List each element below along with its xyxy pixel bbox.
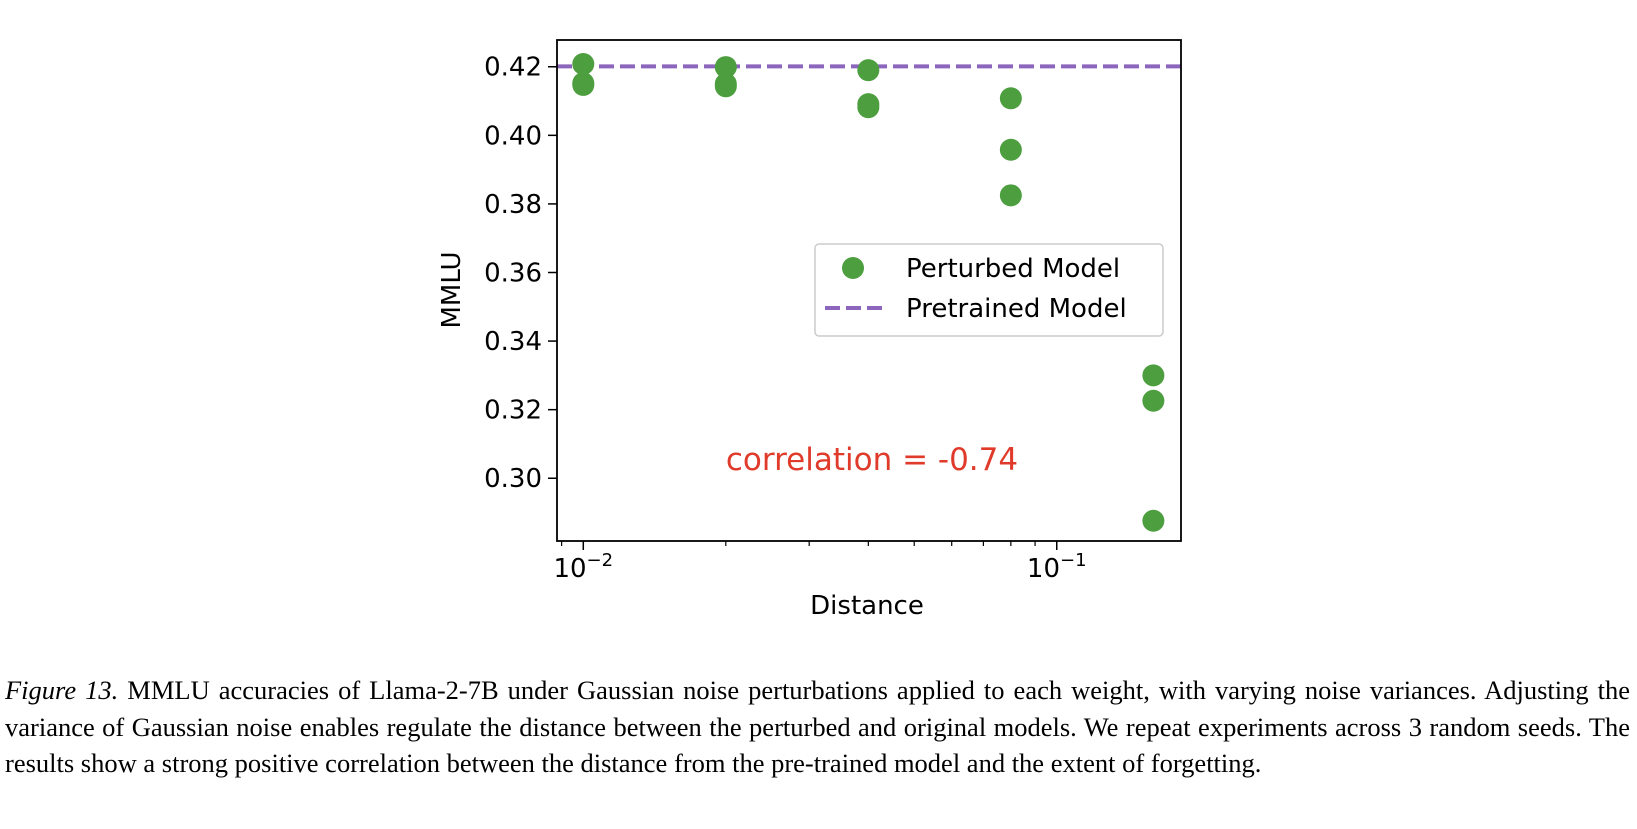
data-point xyxy=(1142,364,1165,387)
figure-label: Figure 13. xyxy=(5,675,119,705)
legend-frame xyxy=(814,243,1164,337)
plot-frame xyxy=(556,39,1182,542)
y-tick-label: 0.42 xyxy=(484,53,542,83)
y-tick-label: 0.34 xyxy=(484,327,542,357)
data-point xyxy=(857,59,880,82)
y-tick-label: 0.40 xyxy=(484,121,542,151)
data-point xyxy=(999,138,1022,161)
caption-text: MMLU accuracies of Llama-2-7B under Gaus… xyxy=(5,675,1630,778)
correlation-annotation: correlation = -0.74 xyxy=(726,442,1018,478)
legend-marker-perturbed xyxy=(842,257,864,279)
data-point xyxy=(1142,389,1165,412)
y-tick-label: 0.38 xyxy=(484,190,542,220)
y-tick-label: 0.32 xyxy=(484,396,542,426)
data-point xyxy=(714,72,737,95)
legend-label-pretrained: Pretrained Model xyxy=(906,294,1127,324)
x-axis: 10−2 10−1 xyxy=(553,541,1087,584)
data-point xyxy=(999,87,1022,110)
legend: Perturbed Model Pretrained Model xyxy=(814,243,1164,337)
data-point xyxy=(572,53,595,76)
x-tick-label: 10−1 xyxy=(1027,550,1087,584)
y-tick-label: 0.36 xyxy=(484,258,542,288)
x-axis-label: Distance xyxy=(810,591,924,621)
legend-label-perturbed: Perturbed Model xyxy=(906,254,1120,284)
data-point xyxy=(857,93,880,116)
data-point xyxy=(1142,509,1165,532)
data-point xyxy=(714,56,737,79)
data-point xyxy=(999,184,1022,207)
y-tick-label: 0.30 xyxy=(484,464,542,494)
x-tick-label: 10−2 xyxy=(553,550,613,584)
scatter-chart: 0.30 0.32 0.34 0.36 0.38 0.40 0.42 10−2 10−1 Di… xyxy=(437,39,1182,621)
data-point xyxy=(572,72,595,95)
y-axis: 0.30 0.32 0.34 0.36 0.38 0.40 0.42 xyxy=(484,53,557,494)
data-points-layer xyxy=(572,53,1165,532)
figure-caption: Figure 13. MMLU accuracies of Llama-2-7B… xyxy=(5,672,1630,782)
y-axis-label: MMLU xyxy=(437,251,467,328)
